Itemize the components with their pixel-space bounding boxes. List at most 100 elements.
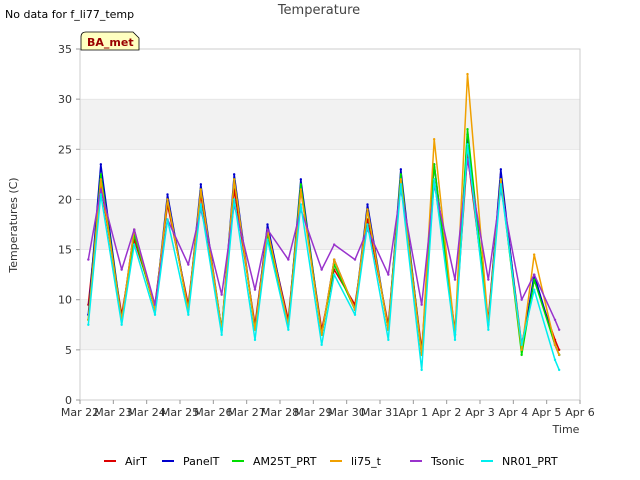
data-point [199,183,203,186]
data-point [487,328,490,331]
data-point [499,178,503,181]
data-point [299,203,303,206]
data-point [366,208,369,211]
data-point [532,273,536,276]
data-point [166,218,169,221]
data-point [553,343,557,347]
y-tick-label: 10 [58,294,72,307]
data-point [432,163,436,166]
x-tick-label: Apr 2 [432,406,462,419]
legend-item-airt: AirT [104,455,147,468]
legend-label: PanelT [183,455,220,468]
data-point [453,338,457,342]
y-tick-label: 20 [58,193,72,206]
data-point [99,178,103,181]
data-point [499,183,503,186]
x-tick-label: Mar 30 [328,406,366,419]
data-point [253,288,257,291]
data-point [557,368,561,372]
y-tick-label: 35 [58,43,72,56]
plot-background [80,49,580,400]
data-point [320,333,323,337]
x-tick-label: Mar 23 [94,406,132,419]
data-point [87,323,90,326]
data-point [557,348,561,352]
x-tick-label: Apr 3 [465,406,495,419]
data-point [120,268,123,271]
data-point [299,183,303,186]
x-tick-label: Apr 1 [399,406,429,419]
plot-band [80,299,580,350]
data-point [453,278,457,281]
badge-label: BA_met [87,36,134,49]
x-tick-label: Apr 5 [532,406,562,419]
data-point [153,313,157,316]
x-tick-label: Mar 24 [128,406,166,419]
data-point [332,258,336,261]
data-point [520,298,523,301]
x-tick-label: Mar 22 [61,406,99,419]
data-point [399,168,403,171]
plot-band [80,99,580,150]
data-point [466,128,469,131]
legend-item-tsonic: Tsonic [410,455,464,468]
data-point [299,188,303,191]
y-tick-label: 5 [65,344,72,357]
data-point [266,228,269,231]
data-point [87,258,90,261]
data-point [420,303,423,306]
x-tick-label: Mar 28 [261,406,299,419]
badge-shape [80,31,140,51]
data-point [320,268,323,271]
series-layer [87,72,561,372]
data-point [232,198,236,201]
data-point [287,328,290,331]
data-point [520,348,523,352]
x-tick-label: Mar 25 [161,406,199,419]
data-point [387,273,390,276]
legend-item-panelt: PanelT [162,455,220,468]
data-point [220,293,223,296]
data-point [353,258,357,261]
data-point [432,138,436,141]
data-point [199,188,203,191]
x-axis-label: Time [552,423,580,436]
plot-frame [79,48,581,401]
legend-item-li75-t: li75_t [330,455,382,468]
station-badge: BA_met [80,31,140,51]
data-point [399,173,403,176]
plot-band [80,349,580,400]
data-point [532,253,536,256]
data-point [287,258,290,261]
data-point [420,368,423,372]
data-point [299,178,303,181]
data-point [520,353,523,357]
legend: AirT PanelT AM25T_PRT li75_t Tsonic NR01_PRT [104,455,558,468]
chart-title: Temperature [277,3,360,18]
plot-band [80,49,580,100]
data-point [557,353,561,357]
data-point [266,223,269,226]
data-point [253,338,257,342]
y-tick-label: 30 [58,93,72,106]
x-tick-label: Mar 29 [294,406,332,419]
x-tick-label: Mar 31 [361,406,399,419]
legend-item-nr01-prt: NR01_PRT [481,455,558,468]
legend-item-am25t-prt: AM25T_PRT [232,455,317,468]
data-point [232,178,236,181]
data-point [332,243,336,246]
data-point [466,143,469,146]
x-tick-label: Mar 26 [194,406,232,419]
data-point [553,358,557,362]
data-point [166,198,169,201]
data-point [557,328,561,331]
data-point [99,163,103,166]
data-point [132,228,136,231]
data-point [353,313,357,316]
x-tick-label: Apr 4 [499,406,529,419]
data-point [432,178,436,181]
data-point [366,203,369,206]
data-point [120,323,123,326]
legend-label: li75_t [351,455,382,468]
